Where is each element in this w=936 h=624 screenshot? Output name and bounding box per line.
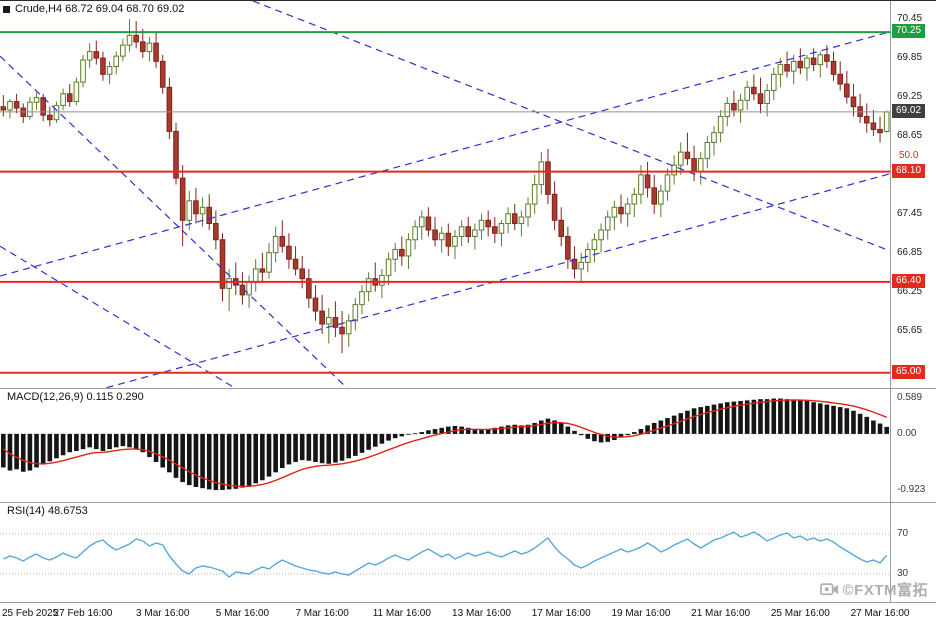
- price-tick-label: 66.85: [897, 246, 923, 258]
- date-tick-label: 25 Feb 2025: [2, 608, 59, 619]
- price-tick-label: 67.45: [897, 207, 923, 219]
- macd-tick-label: -0.923: [897, 484, 926, 496]
- rsi-level-label: 30: [897, 568, 909, 579]
- date-tick-label: 3 Mar 16:00: [136, 608, 190, 619]
- price-axis[interactable]: 70.45 69.85 69.25 68.65 67.45 66.85 66.25 65.65…: [890, 1, 936, 602]
- price-badge: 66.40: [892, 273, 926, 288]
- macd-indicator-label: MACD(12,26,9) 0.115 0.290: [5, 391, 146, 403]
- symbol-ohlc-text: Crude,H4 68.72 69.04 68.70 69.02: [15, 3, 185, 15]
- rsi-indicator-label: RSI(14) 48.6753: [5, 505, 90, 517]
- date-tick-label: 11 Mar 16:00: [372, 608, 431, 619]
- date-tick-label: 27 Feb 16:00: [53, 608, 113, 619]
- camera-icon: [819, 583, 839, 596]
- watermark-text: ©FXTM富拓: [842, 582, 928, 599]
- chart-icon: [3, 5, 10, 13]
- date-tick-label: 7 Mar 16:00: [295, 608, 349, 619]
- price-tick-label: 69.25: [897, 91, 923, 102]
- date-tick-label: 25 Mar 16:00: [770, 608, 830, 619]
- date-tick-label: 21 Mar 16:00: [691, 608, 751, 619]
- date-tick-label: 17 Mar 16:00: [531, 608, 591, 619]
- price-tick-label: 66.25: [897, 285, 923, 297]
- macd-tick-label: 0.589: [897, 391, 923, 403]
- price-tick-label: 70.45: [897, 13, 923, 25]
- price-tick-label: 68.65: [897, 129, 923, 141]
- time-axis[interactable]: 25 Feb 2025 27 Feb 16:00 3 Mar 16:00 5 Mar …: [0, 602, 936, 624]
- price-badge: 65.00: [892, 364, 926, 379]
- rsi-level-label: 70: [897, 528, 909, 539]
- price-badge: 68.10: [892, 163, 926, 178]
- macd-tick-label: 0.00: [897, 427, 917, 439]
- price-tick-label: 69.85: [897, 52, 923, 64]
- symbol-ohlc-header: Crude,H4 68.72 69.04 68.70 69.02: [3, 3, 184, 15]
- date-tick-label: 27 Mar 16:00: [850, 608, 910, 619]
- price-badge: 70.25: [892, 24, 926, 39]
- date-tick-label: 5 Mar 16:00: [215, 608, 270, 619]
- date-tick-label: 13 Mar 16:00: [452, 608, 511, 619]
- price-badge: 69.02: [892, 103, 926, 118]
- price-tick-label: 65.65: [897, 324, 923, 336]
- watermark: ©FXTM富拓: [819, 579, 928, 600]
- fib-level-label: 50.0: [899, 149, 919, 161]
- date-tick-label: 19 Mar 16:00: [611, 608, 671, 619]
